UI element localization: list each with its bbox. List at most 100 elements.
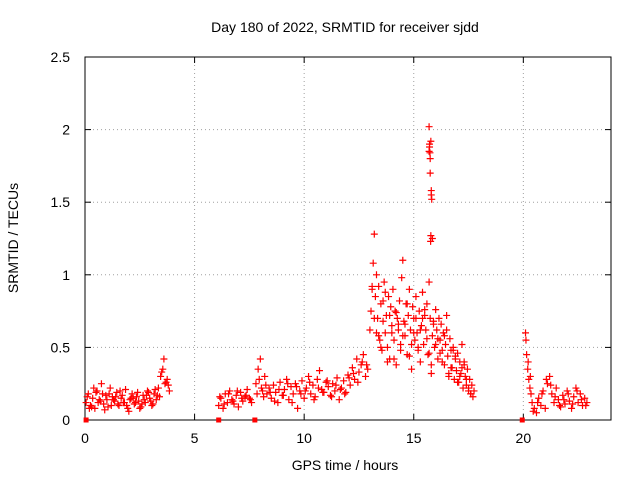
data-point <box>165 387 173 395</box>
data-point <box>460 358 468 366</box>
data-point <box>433 326 441 334</box>
data-points <box>82 123 591 423</box>
data-point <box>426 140 434 148</box>
data-point <box>423 300 431 308</box>
data-point <box>314 384 322 392</box>
data-point <box>237 388 245 396</box>
data-point <box>99 390 107 398</box>
x-tick-label: 0 <box>81 430 89 446</box>
data-point <box>524 365 532 373</box>
data-point <box>425 147 433 155</box>
data-point <box>432 306 440 314</box>
x-tick-label: 20 <box>516 430 532 446</box>
data-point <box>90 384 98 392</box>
data-point <box>529 407 537 415</box>
data-point <box>82 399 90 407</box>
data-point <box>362 372 370 380</box>
data-point <box>377 343 385 351</box>
data-point <box>242 391 250 399</box>
data-point <box>577 396 585 404</box>
data-point <box>542 375 550 383</box>
data-point <box>535 394 543 402</box>
data-point <box>225 390 233 398</box>
x-tick-label: 5 <box>191 430 199 446</box>
data-point <box>434 335 442 343</box>
data-point <box>443 311 451 319</box>
data-point <box>297 390 305 398</box>
data-point <box>346 381 354 389</box>
data-point <box>456 372 464 380</box>
data-point <box>241 393 249 401</box>
data-point <box>443 326 451 334</box>
data-point <box>219 404 227 412</box>
data-point <box>337 384 345 392</box>
data-point <box>122 386 130 394</box>
data-point <box>83 393 91 401</box>
data-point <box>113 388 121 396</box>
data-point <box>336 386 344 394</box>
data-point <box>271 397 279 405</box>
axis-ticks: 0 5 10 15 20 0 0.5 1 1.5 2 2.5 <box>51 49 611 446</box>
data-point <box>581 394 589 402</box>
data-point <box>412 314 420 322</box>
data-point <box>127 394 135 402</box>
data-point <box>217 394 225 402</box>
data-point <box>340 377 348 385</box>
data-point <box>333 374 341 382</box>
data-point <box>383 343 391 351</box>
data-point <box>150 390 158 398</box>
data-point <box>405 285 413 293</box>
data-point <box>426 149 434 157</box>
data-point <box>133 393 141 401</box>
data-point <box>306 378 314 386</box>
x-tick-label: 10 <box>296 430 312 446</box>
data-point <box>246 396 254 404</box>
data-point <box>96 397 104 405</box>
data-point <box>447 364 455 372</box>
data-point <box>345 374 353 382</box>
data-point <box>403 300 411 308</box>
data-point <box>115 401 123 409</box>
data-point <box>341 390 349 398</box>
data-point <box>298 377 306 385</box>
data-point <box>140 396 148 404</box>
data-point <box>105 390 113 398</box>
data-point <box>233 387 241 395</box>
data-point <box>527 390 535 398</box>
data-point <box>401 320 409 328</box>
data-point <box>331 387 339 395</box>
x-axis-label: GPS time / hours <box>292 457 399 473</box>
data-point <box>416 326 424 334</box>
data-point <box>385 293 393 301</box>
data-point <box>307 390 315 398</box>
data-point <box>387 303 395 311</box>
data-point <box>342 388 350 396</box>
data-point <box>522 336 530 344</box>
data-point <box>436 349 444 357</box>
data-point <box>543 380 551 388</box>
data-point <box>392 361 400 369</box>
data-point <box>573 387 581 395</box>
data-point <box>329 380 337 388</box>
data-point <box>458 340 466 348</box>
data-point <box>523 351 531 359</box>
data-point <box>215 401 223 409</box>
data-point <box>444 352 452 360</box>
data-point <box>228 396 236 404</box>
data-point <box>429 320 437 328</box>
data-point <box>420 340 428 348</box>
data-point <box>388 322 396 330</box>
data-point <box>408 365 416 373</box>
data-point <box>348 364 356 372</box>
data-point <box>414 343 422 351</box>
zero-marker <box>83 417 89 423</box>
data-point <box>404 311 412 319</box>
data-point <box>541 404 549 412</box>
data-point <box>326 391 334 399</box>
y-tick-label: 1.5 <box>51 194 71 210</box>
data-point <box>532 409 540 417</box>
data-point <box>102 391 110 399</box>
data-point <box>234 403 242 411</box>
data-point <box>449 346 457 354</box>
data-point <box>412 293 420 301</box>
